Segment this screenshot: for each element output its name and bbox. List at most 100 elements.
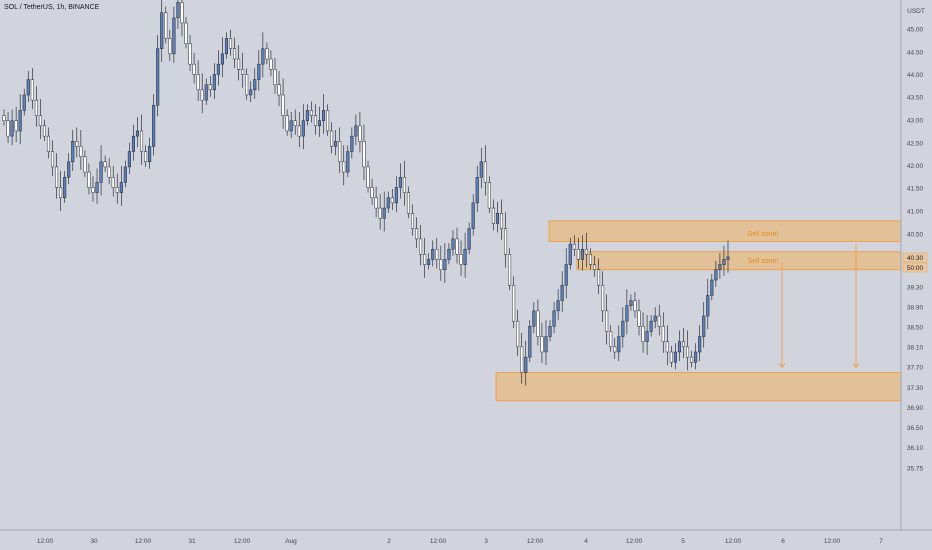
candle-body (200, 89, 204, 101)
candle-body (544, 336, 548, 353)
candle-body (79, 146, 83, 157)
candle-body (192, 63, 196, 75)
symbol-title[interactable]: SOL / TetherUS, 1h, BINANCE (4, 4, 100, 11)
candle-body (410, 212, 415, 229)
price-tick-label: 43.00 (907, 118, 924, 125)
candle-body (350, 135, 354, 152)
candle-body (237, 58, 241, 70)
candle-body (144, 151, 148, 163)
candle-body (342, 161, 346, 173)
candle-body (334, 141, 338, 147)
candle-body (447, 248, 451, 260)
time-axis[interactable]: 12:00 30 12:00 31 12:00 Aug 2 12:00 3 12:00 4 12:00… (37, 538, 883, 545)
candle-body (241, 69, 245, 75)
candle-body (702, 315, 706, 337)
candle-body (204, 84, 208, 101)
candle-body (305, 110, 309, 121)
candle-body (548, 326, 552, 337)
zone-box (495, 372, 902, 402)
candle-body (726, 256, 730, 260)
candle-body (224, 38, 228, 55)
candle-body (661, 326, 665, 342)
price-tick-label: 42.00 (907, 163, 924, 170)
candle-body (2, 115, 6, 121)
candle-body (152, 105, 156, 147)
candle-body (208, 84, 212, 91)
candle-body (119, 182, 123, 193)
price-badge (902, 262, 928, 273)
candle-body (718, 264, 722, 270)
price-tick-label: 38.10 (907, 345, 924, 352)
candle-body (512, 284, 516, 322)
candle-body (59, 187, 63, 199)
candle-body (107, 166, 111, 178)
zone-label: Sell zone! (748, 231, 779, 238)
candle-body (601, 284, 605, 312)
candle-body (653, 315, 657, 322)
candle-body (366, 166, 370, 188)
candle-body (588, 254, 593, 265)
candle-body (313, 115, 317, 127)
candle-body (508, 254, 512, 286)
price-tick-label: 37.30 (907, 385, 924, 392)
candle-body (67, 161, 71, 178)
candle-body (111, 177, 115, 188)
candle-body (499, 212, 504, 229)
candle-body (398, 177, 402, 188)
price-tick-label: 40.50 (907, 231, 924, 238)
candle-body (63, 177, 67, 199)
candle-body (326, 110, 330, 132)
candle-body (164, 12, 168, 39)
candle-body (605, 310, 609, 332)
candle-body (131, 135, 135, 152)
price-badge-label: 40.30 (907, 255, 924, 262)
zone-label: Sell zone! (748, 258, 779, 265)
price-badges: 40.30 50:00 (902, 252, 928, 273)
candle-body (686, 346, 690, 358)
candle-body (309, 110, 313, 116)
candle-body (677, 341, 681, 353)
candle-body (710, 279, 714, 296)
candle-body (504, 228, 508, 255)
time-tick-label: 12:00 (430, 538, 447, 545)
candle-body (301, 120, 305, 137)
candle-body (597, 269, 601, 286)
candle-body (540, 336, 544, 353)
candle-body (330, 130, 334, 147)
candle-body (714, 269, 718, 281)
candle-body (532, 310, 536, 327)
candle-body (402, 177, 406, 193)
candle-body (483, 161, 487, 183)
candle-body (180, 2, 184, 24)
candle-body (576, 248, 580, 260)
candle-body (362, 141, 366, 168)
candle-body (463, 248, 467, 265)
candle-body (451, 238, 455, 250)
candle-body (427, 259, 431, 265)
candle-body (168, 38, 172, 55)
candle-body (51, 151, 55, 168)
candle-body (160, 12, 164, 49)
arrow-head (852, 363, 860, 369)
time-tick-label: 12:00 (626, 538, 643, 545)
candle-body (568, 243, 572, 265)
price-tick-label: 38.50 (907, 325, 924, 332)
candle-body (42, 125, 46, 137)
arrow-head (778, 363, 786, 369)
candle-body (633, 300, 637, 312)
candle-body (390, 197, 394, 204)
candle-body (127, 151, 131, 168)
candle-body (293, 120, 297, 127)
candle-body (495, 212, 499, 224)
candle-body (22, 94, 26, 111)
candle-body (135, 130, 139, 137)
candle-body (297, 125, 301, 137)
candle-body (419, 238, 423, 255)
candle-body (123, 166, 127, 183)
candle-body (184, 22, 188, 44)
candle-body (322, 110, 326, 121)
candle-body (228, 38, 233, 49)
candle-body (354, 125, 358, 137)
